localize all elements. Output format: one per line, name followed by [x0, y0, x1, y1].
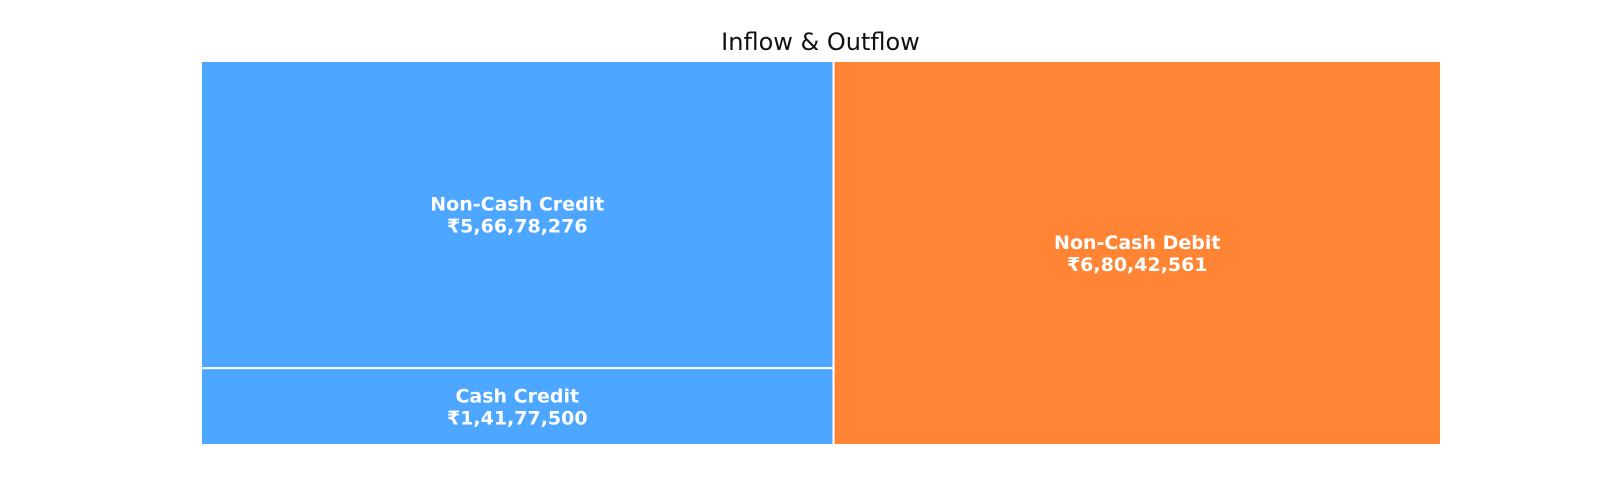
tile-label-cash-credit: Cash Credit — [455, 386, 579, 408]
tile-non-cash-debit — [832, 60, 1442, 446]
tile-non-cash-credit — [200, 60, 835, 370]
tile-label-non-cash-debit: Non-Cash Debit — [1054, 232, 1220, 254]
tile-label-non-cash-credit: Non-Cash Credit — [430, 194, 604, 216]
tile-value-non-cash-credit: ₹5,66,78,276 — [447, 216, 588, 238]
tile-value-cash-credit: ₹1,41,77,500 — [447, 408, 588, 430]
tile-value-non-cash-debit: ₹6,80,42,561 — [1067, 254, 1208, 276]
tile-cash-credit — [200, 367, 835, 447]
chart-title: Inflow & Outflow — [721, 28, 920, 56]
